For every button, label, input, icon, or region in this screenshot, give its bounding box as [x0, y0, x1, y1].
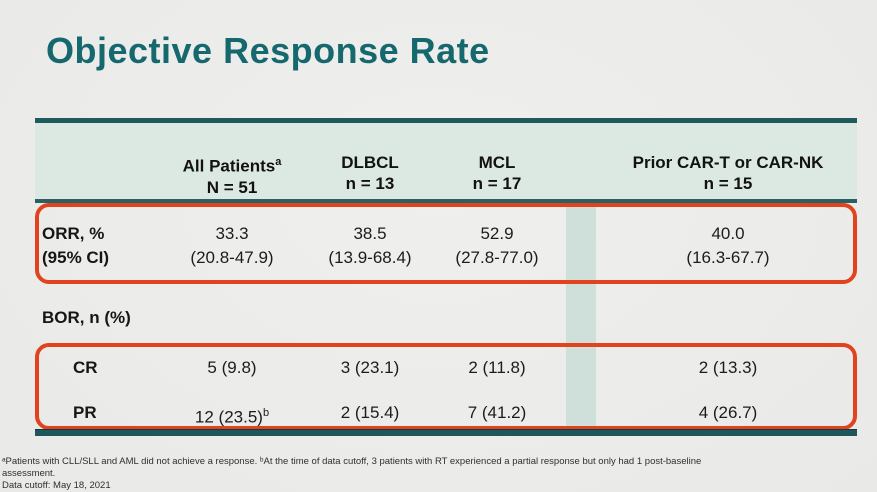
table-header-bottom-rule	[35, 199, 857, 203]
table-top-rule	[35, 118, 857, 123]
column-header-dlbcl: DLBCL n = 13	[341, 152, 399, 194]
column-header-n: N = 51	[206, 177, 258, 197]
footnote-data-cutoff: Data cutoff: May 18, 2021	[2, 480, 111, 491]
footnote-line-2: assessment.	[2, 468, 56, 479]
cr-value-prior-cart: 2 (13.3)	[698, 358, 758, 377]
orr-row-label: ORR, % (95% CI)	[42, 224, 110, 267]
orr-value-dlbcl: 38.5 (13.9-68.4)	[328, 224, 412, 267]
column-header-label: MCL	[478, 153, 516, 172]
pr-row-label: PR	[73, 403, 97, 422]
table-bottom-rule	[35, 429, 857, 436]
pr-value-all-patients: 12 (23.5)b	[194, 407, 270, 427]
column-header-prior-cart: Prior CAR-T or CAR-NK n = 15	[633, 152, 824, 194]
column-header-all-patients: All Patientsa N = 51	[183, 152, 282, 198]
orr-highlight-box	[35, 203, 857, 284]
column-header-label: All Patientsa	[182, 156, 282, 176]
column-header-n: n = 15	[703, 174, 753, 193]
pr-value-prior-cart: 4 (26.7)	[698, 403, 758, 422]
pr-value-mcl: 7 (41.2)	[467, 403, 527, 422]
orr-value-mcl: 52.9 (27.8-77.0)	[455, 224, 539, 267]
footnote-line-1: ᵃPatients with CLL/SLL and AML did not a…	[2, 456, 702, 467]
orr-value-prior-cart: 40.0 (16.3-67.7)	[686, 224, 770, 267]
table-header-background	[35, 123, 857, 200]
cr-value-all-patients: 5 (9.8)	[207, 358, 257, 377]
pr-value-dlbcl: 2 (15.4)	[340, 403, 400, 422]
column-header-n: n = 13	[345, 174, 395, 193]
column-header-n: n = 17	[472, 174, 522, 193]
cr-row-label: CR	[73, 358, 98, 377]
bor-highlight-box	[35, 343, 857, 430]
column-header-mcl: MCL n = 17	[473, 152, 522, 194]
orr-value-all-patients: 33.3 (20.8-47.9)	[190, 224, 274, 267]
column-header-label: Prior CAR-T or CAR-NK	[632, 153, 824, 172]
footnote-marker-b: b	[262, 407, 270, 419]
bor-section-label: BOR, n (%)	[42, 308, 131, 327]
column-separator-band	[566, 203, 596, 429]
footnotes: ᵃPatients with CLL/SLL and AML did not a…	[2, 456, 701, 492]
slide-title: Objective Response Rate	[46, 30, 490, 71]
cr-value-dlbcl: 3 (23.1)	[340, 358, 400, 377]
cr-value-mcl: 2 (11.8)	[468, 358, 526, 377]
footnote-marker-a: a	[275, 156, 282, 168]
column-header-label: DLBCL	[341, 153, 399, 172]
